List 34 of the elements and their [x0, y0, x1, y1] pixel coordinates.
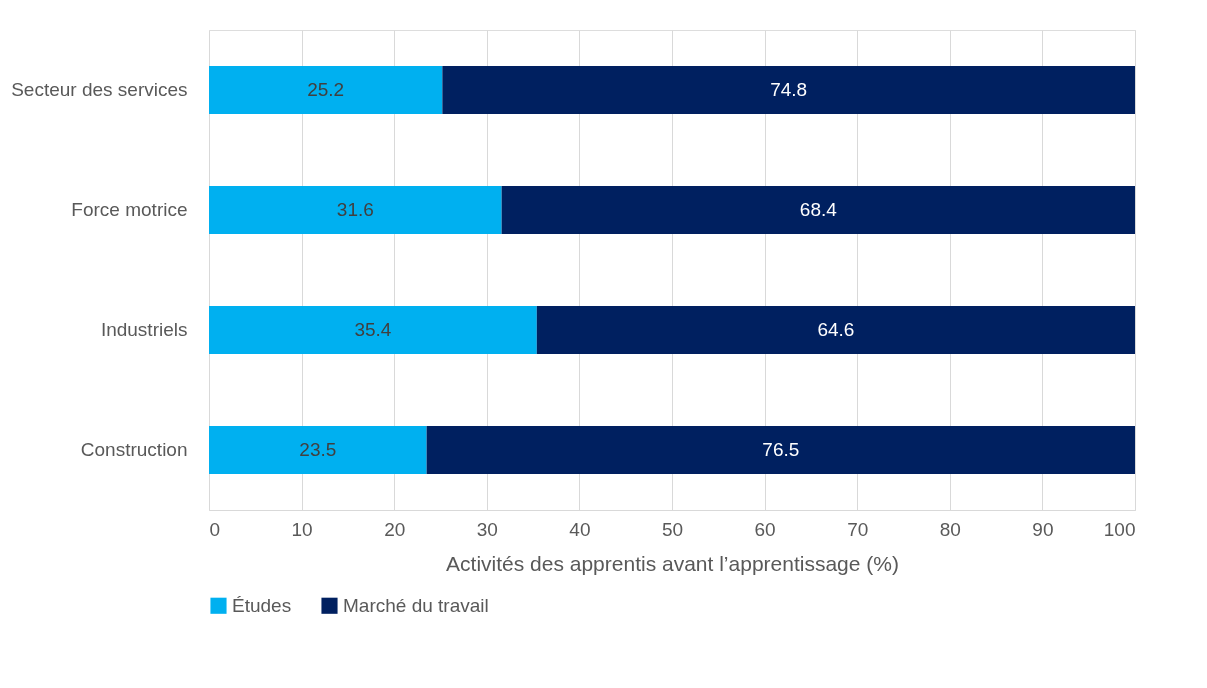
y-tick-label: Industriels	[100, 319, 188, 340]
x-tick-label: 40	[569, 518, 591, 540]
x-axis-title: Activités des apprentis avant l’apprentissage (%)	[446, 551, 899, 575]
x-tick-label: 10	[291, 518, 313, 540]
data-label: 35.4	[354, 319, 392, 340]
data-label: 76.5	[762, 439, 800, 460]
x-tick-label: 100	[1103, 518, 1136, 540]
data-label: 74.8	[770, 79, 808, 100]
x-tick-label: 70	[847, 518, 869, 540]
x-tick-label: 30	[476, 518, 498, 540]
bar	[209, 66, 443, 114]
x-tick-label: 80	[939, 518, 961, 540]
x-tick-label: 50	[661, 518, 684, 540]
y-tick-label: Secteur des services	[11, 79, 188, 100]
x-tick-label: 0	[209, 518, 221, 540]
x-tick-label: 20	[384, 518, 406, 540]
bar	[501, 186, 1135, 234]
x-tick-label: 60	[754, 518, 776, 540]
data-label: 68.4	[799, 199, 838, 220]
bar	[209, 306, 537, 354]
bar	[209, 426, 427, 474]
bar	[209, 186, 502, 234]
legend-label: Marché du travail	[343, 594, 489, 616]
data-label: 25.2	[307, 79, 345, 100]
x-tick-label: 90	[1032, 518, 1054, 540]
y-tick-label: Force motrice	[71, 199, 188, 220]
bar	[442, 66, 1135, 114]
data-label: 31.6	[336, 199, 374, 220]
y-tick-label: Construction	[80, 439, 188, 460]
bar	[426, 426, 1135, 474]
legend-label: Études	[232, 594, 292, 616]
data-label: 23.5	[299, 439, 337, 460]
bar	[536, 306, 1135, 354]
data-label: 64.6	[817, 319, 855, 340]
